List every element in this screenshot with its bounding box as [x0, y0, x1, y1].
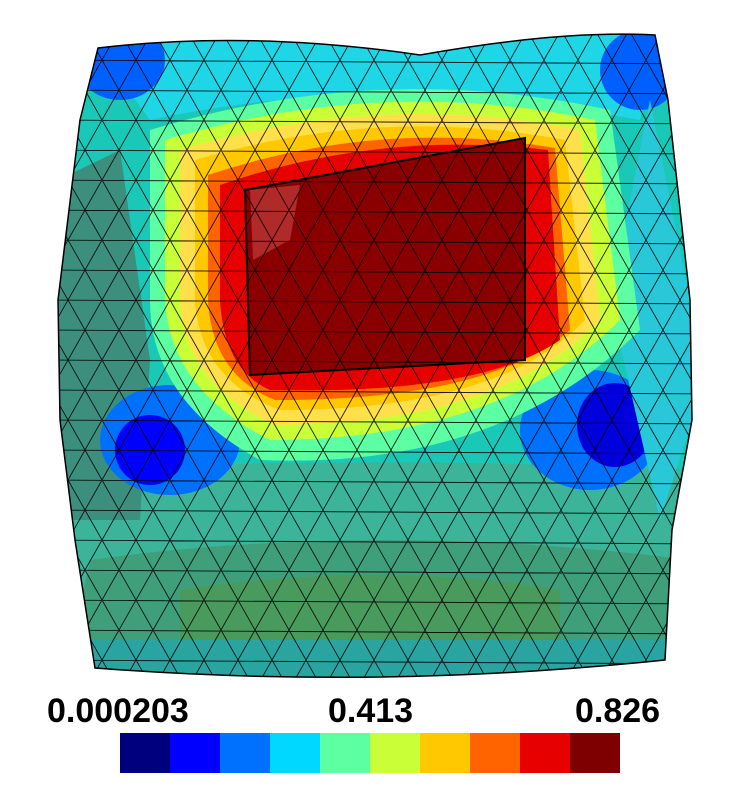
colorbar-swatch-5: [320, 733, 370, 773]
colorbar-swatch-2: [170, 733, 220, 773]
colorbar-swatch-6: [370, 733, 420, 773]
colorbar-max-label: 0.826: [575, 692, 660, 730]
body-outline: [57, 33, 693, 679]
colorbar-swatch-8: [470, 733, 520, 773]
colorbar-mid-label: 0.413: [328, 692, 413, 730]
colorbar-min-label: 0.000203: [47, 692, 189, 730]
colorbar-swatch-7: [420, 733, 470, 773]
colorbar-swatch-3: [220, 733, 270, 773]
colorbar-swatch-4: [270, 733, 320, 773]
mesh-wireframe: [58, 34, 692, 678]
mesh-lines: [58, 34, 692, 678]
colorbar: [120, 733, 620, 773]
colorbar-swatch-10: [570, 733, 620, 773]
colorbar-swatch-9: [520, 733, 570, 773]
cavity-outline: [243, 136, 526, 377]
deformed-mesh-body: [58, 34, 692, 678]
colorbar-swatch-1: [120, 733, 170, 773]
